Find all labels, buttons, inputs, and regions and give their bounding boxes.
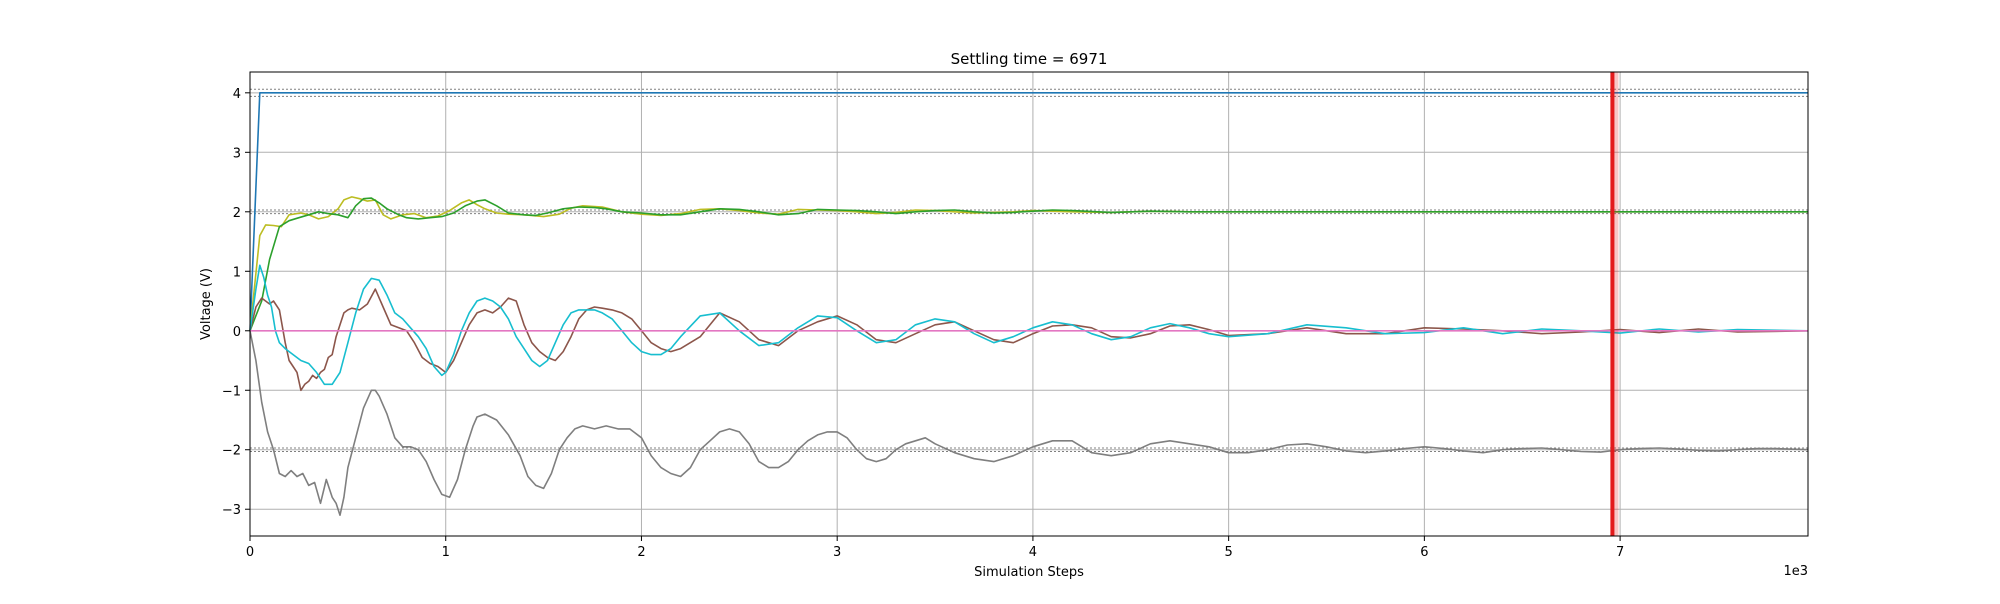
series-line-5 — [249, 264, 1809, 386]
axes-frame — [249, 71, 1809, 537]
y-tick-label: 3 — [233, 146, 241, 161]
series-line-1 — [249, 92, 1808, 331]
x-tick-label: 4 — [1029, 545, 1037, 560]
y-axis-label: Voltage (V) — [199, 268, 214, 340]
series-lines — [249, 92, 1809, 517]
x-axis-label: Simulation Steps — [974, 565, 1084, 580]
series-line-3 — [249, 197, 1808, 332]
chart-title: Settling time = 6971 — [951, 50, 1108, 68]
y-tick-label: 0 — [233, 325, 241, 340]
y-tick-label: 1 — [233, 265, 241, 280]
x-tick-label: 1 — [442, 545, 450, 560]
x-tick-label: 0 — [246, 545, 254, 560]
y-tick-label: 4 — [233, 87, 241, 102]
x-axis-multiplier: 1e3 — [1783, 564, 1808, 579]
y-tick-label: −3 — [222, 503, 241, 518]
y-tick-label: −2 — [222, 444, 241, 459]
x-tick-label: 6 — [1420, 545, 1428, 560]
y-tick-label: 2 — [233, 206, 241, 221]
x-tick-label: 2 — [637, 545, 645, 560]
series-line-4 — [249, 288, 1809, 392]
axis-ticks: 0 1 2 3 4 5 6 7 −3 −2 −1 0 1 2 3 4 — [222, 87, 1624, 560]
x-tick-label: 3 — [833, 545, 841, 560]
x-tick-label: 5 — [1225, 545, 1233, 560]
x-tick-label: 7 — [1616, 545, 1624, 560]
settling-marker — [1610, 72, 1619, 536]
y-tick-label: −1 — [222, 384, 241, 399]
series-line-7 — [249, 330, 1809, 517]
